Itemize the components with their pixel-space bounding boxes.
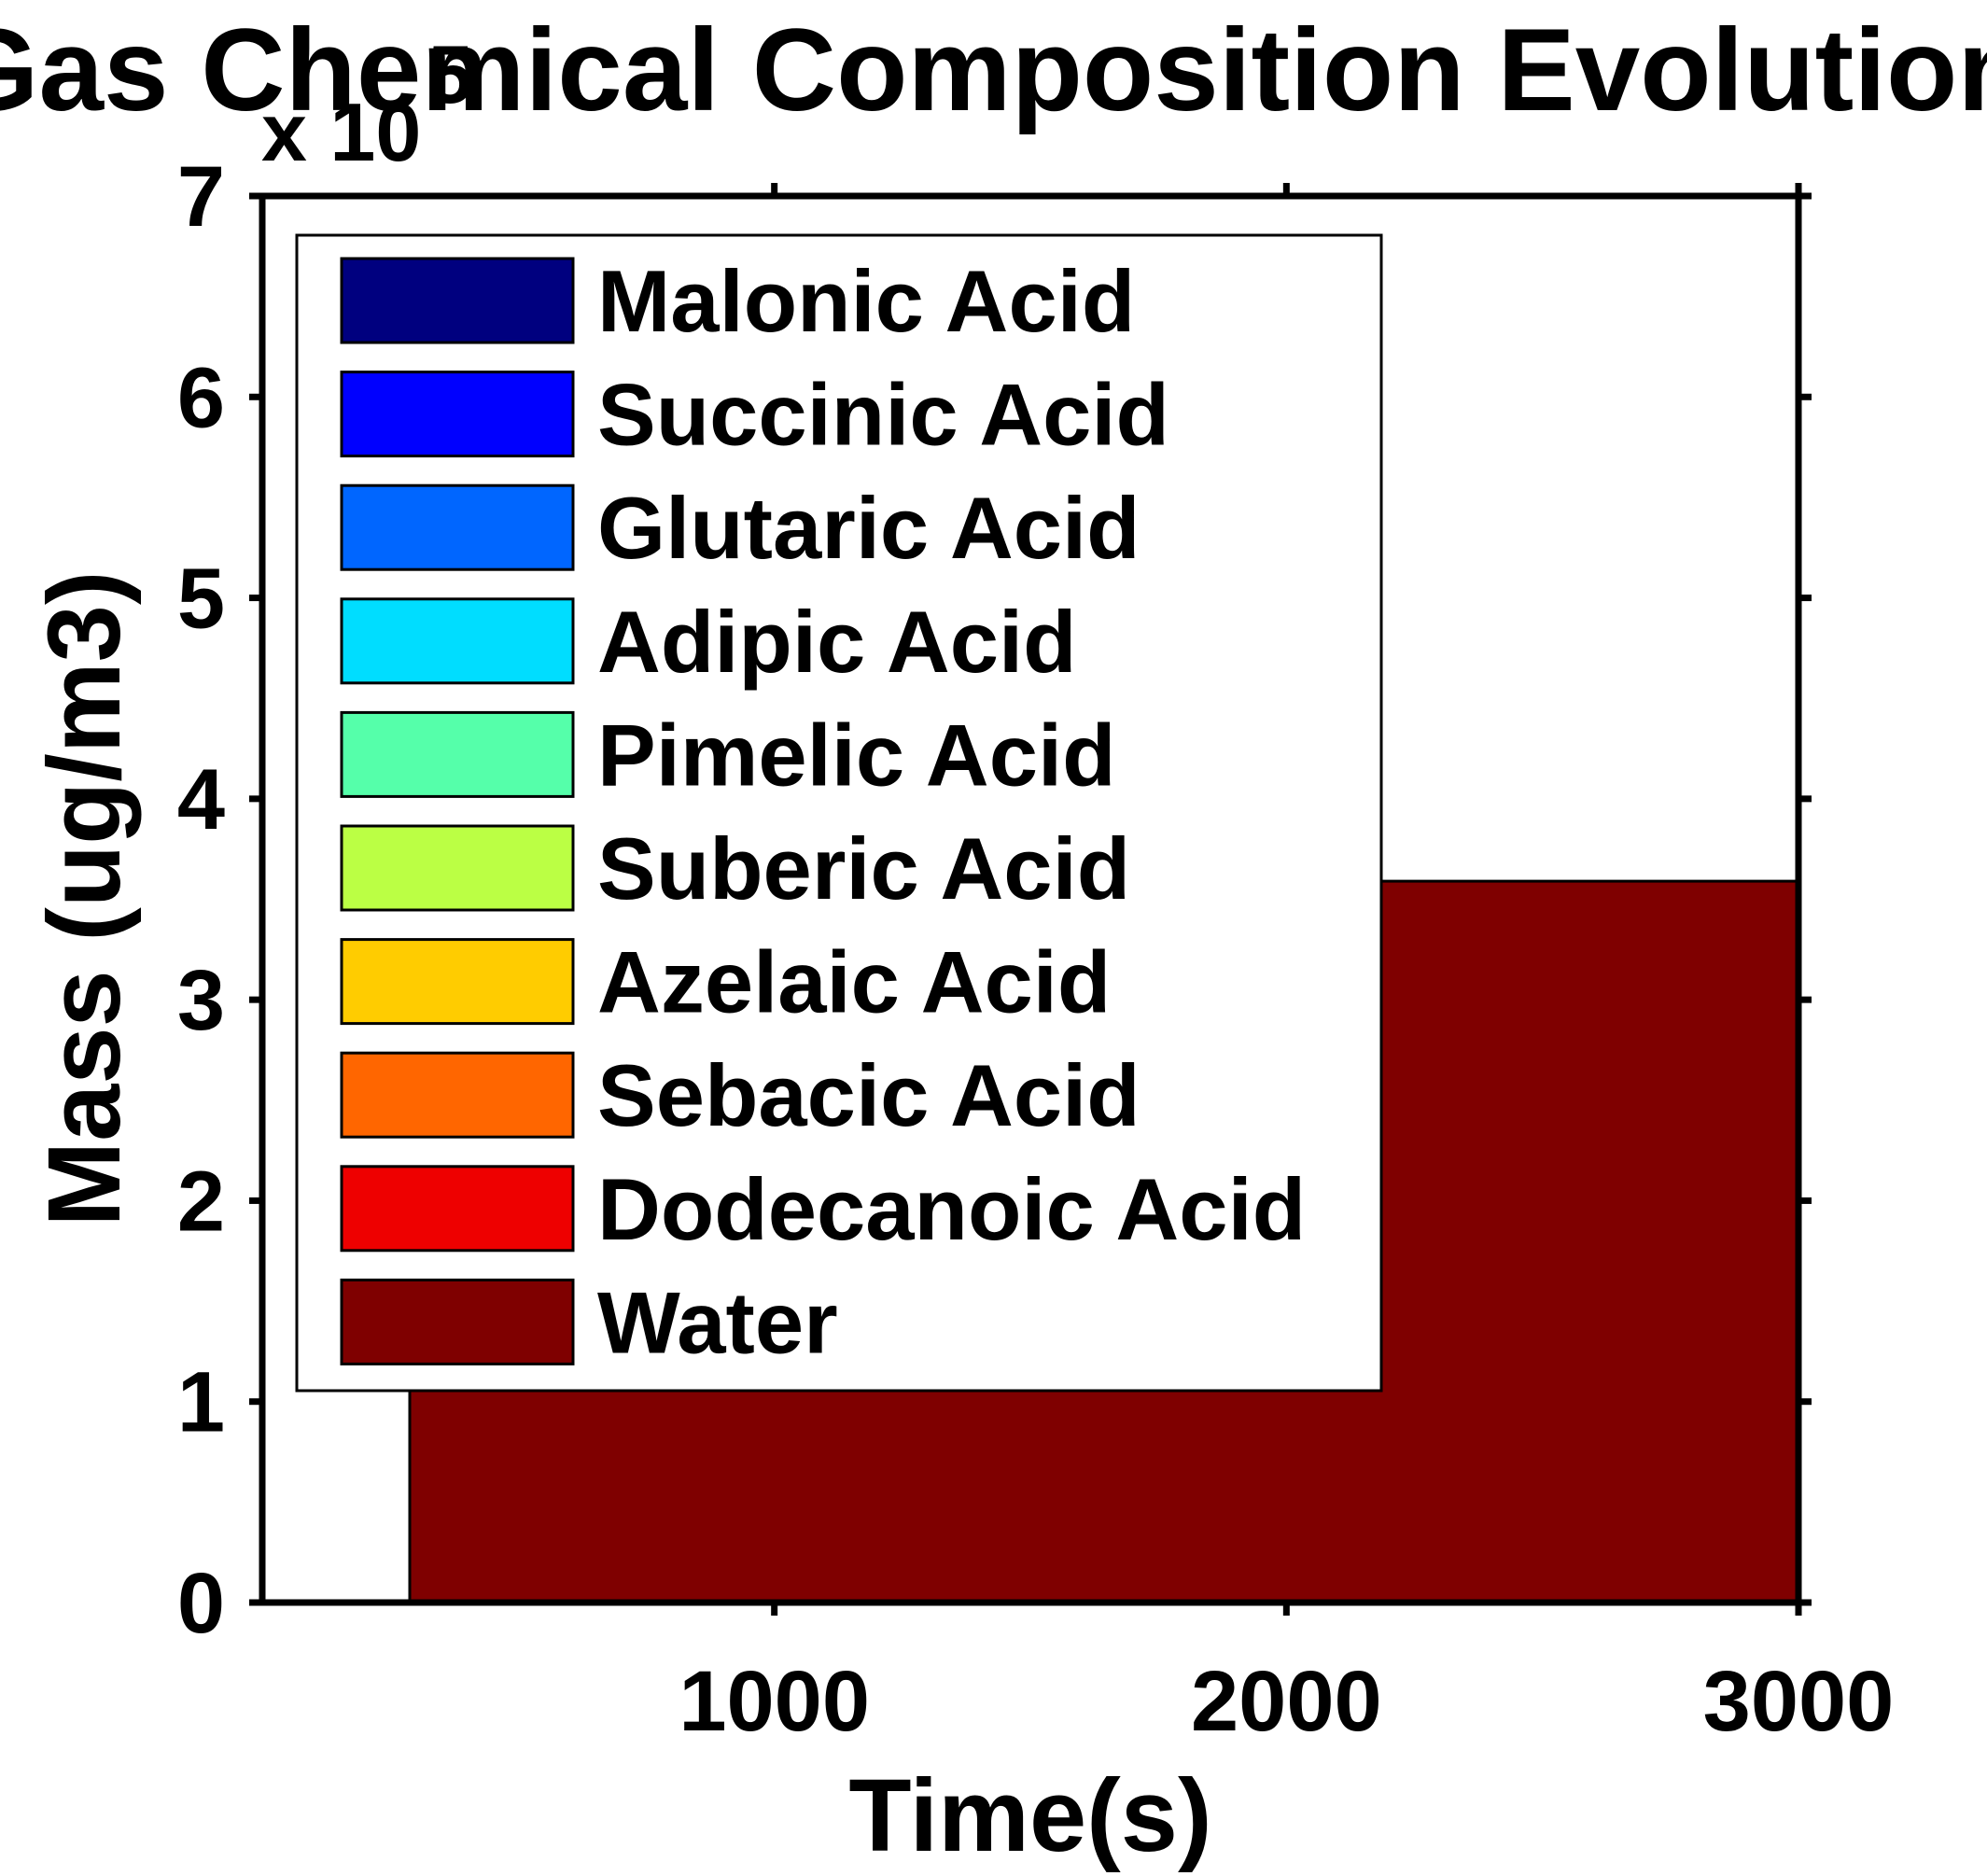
y-tick-label: 0 (177, 1556, 225, 1651)
legend-swatch (340, 371, 575, 458)
y-tick-label: 3 (177, 953, 225, 1048)
x-tick-label: 2000 (1191, 1654, 1382, 1749)
legend-swatch (340, 1051, 575, 1139)
legend-swatch (340, 1165, 575, 1253)
axis-ticks: 0 1 2 3 4 5 6 7 1000 2000 3000 (177, 149, 1895, 1749)
legend-swatch (340, 938, 575, 1026)
x-axis-label: Time(s) (848, 1758, 1211, 1873)
chart-title: Gas Chemical Composition Evolution (0, 6, 1987, 135)
x-tick-label: 3000 (1703, 1654, 1895, 1749)
y-tick-label: 6 (177, 350, 225, 445)
y-tick-label: 5 (177, 552, 225, 647)
legend-label: Dodecanoic Acid (597, 1160, 1306, 1258)
legend-label: Adipic Acid (597, 593, 1077, 691)
legend-label: Sebacic Acid (597, 1046, 1140, 1144)
y-tick-label: 2 (177, 1154, 225, 1249)
legend-swatch (340, 483, 575, 571)
legend-label: Glutaric Acid (597, 479, 1140, 577)
y-multiplier-exponent: 5 (427, 28, 473, 120)
legend-swatch (340, 597, 575, 685)
legend-label: Water (597, 1273, 838, 1371)
legend-swatch (340, 824, 575, 912)
legend-label: Suberic Acid (597, 819, 1130, 917)
y-axis-label: Mass (ug/m3) (27, 571, 142, 1227)
axes-frame (259, 192, 1802, 1606)
y-multiplier-label: x 10 (261, 86, 421, 178)
legend-swatch (340, 1278, 575, 1365)
legend-swatch (340, 257, 575, 344)
legend: Malonic Acid Succinic Acid Glutaric Acid Ad… (295, 233, 1383, 1393)
y-tick-label: 4 (177, 752, 225, 847)
y-tick-label: 7 (177, 149, 225, 245)
y-tick-label: 1 (177, 1355, 225, 1450)
legend-label: Azelaic Acid (597, 933, 1111, 1031)
legend-swatch (340, 710, 575, 798)
legend-label: Malonic Acid (597, 252, 1135, 350)
x-tick-label: 1000 (679, 1654, 870, 1749)
legend-label: Pimelic Acid (597, 706, 1116, 804)
legend-label: Succinic Acid (597, 366, 1169, 464)
